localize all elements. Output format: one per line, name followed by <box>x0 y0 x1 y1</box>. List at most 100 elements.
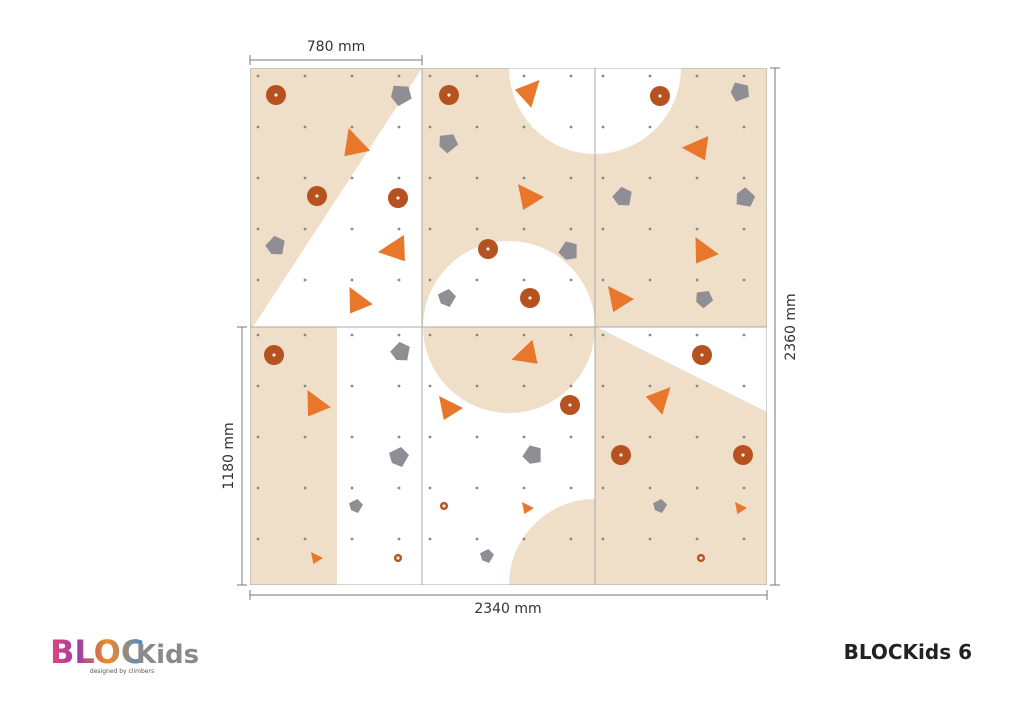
hold-bolt <box>658 94 662 98</box>
peg <box>648 74 652 78</box>
peg <box>428 74 432 78</box>
peg <box>648 333 652 337</box>
peg <box>695 384 699 388</box>
hold-bolt <box>442 504 446 508</box>
peg <box>350 435 354 439</box>
logo-tagline: designed by climbers <box>90 668 154 675</box>
hold-bolt <box>486 247 490 251</box>
peg <box>397 176 401 180</box>
peg <box>397 125 401 129</box>
peg <box>695 227 699 231</box>
peg <box>256 537 260 541</box>
hold-bolt <box>699 556 703 560</box>
hold-gray <box>480 549 494 563</box>
peg <box>428 125 432 129</box>
hold-triangle <box>344 128 371 157</box>
peg <box>695 74 699 78</box>
peg <box>256 74 260 78</box>
peg <box>475 74 479 78</box>
peg <box>569 333 573 337</box>
hold-triangle <box>522 502 534 514</box>
peg <box>569 537 573 541</box>
holds <box>256 74 756 564</box>
peg <box>569 486 573 490</box>
white-area <box>597 327 767 412</box>
peg <box>350 486 354 490</box>
beige-area <box>423 327 595 413</box>
peg <box>648 278 652 282</box>
peg <box>522 333 526 337</box>
peg <box>569 384 573 388</box>
peg <box>303 227 307 231</box>
peg <box>522 384 526 388</box>
peg <box>303 125 307 129</box>
peg <box>475 384 479 388</box>
peg <box>397 333 401 337</box>
peg <box>350 176 354 180</box>
peg <box>601 384 605 388</box>
hold-gray <box>730 82 749 102</box>
peg <box>256 278 260 282</box>
peg <box>522 125 526 129</box>
peg <box>522 278 526 282</box>
hold-bolt <box>315 194 319 198</box>
peg <box>648 176 652 180</box>
white-area <box>253 68 422 327</box>
peg <box>601 435 605 439</box>
peg <box>428 486 432 490</box>
peg <box>428 384 432 388</box>
panel-borders <box>250 68 767 585</box>
peg <box>742 486 746 490</box>
peg <box>648 125 652 129</box>
peg <box>350 333 354 337</box>
peg <box>601 486 605 490</box>
peg <box>303 384 307 388</box>
peg <box>742 384 746 388</box>
peg <box>428 176 432 180</box>
peg <box>475 278 479 282</box>
hold-triangle <box>608 286 634 312</box>
peg <box>397 227 401 231</box>
peg <box>742 74 746 78</box>
hold-bolt <box>568 403 572 407</box>
peg <box>648 384 652 388</box>
peg <box>569 435 573 439</box>
logo-brand: BLOC <box>50 633 144 671</box>
peg <box>350 227 354 231</box>
peg <box>256 435 260 439</box>
logo: BLOC Kids designed by climbers <box>50 633 199 675</box>
hold-gray <box>522 445 541 464</box>
hold-triangle <box>511 339 538 364</box>
dim-label: 2360 mm <box>783 293 799 360</box>
hold-bolt <box>528 296 532 300</box>
peg <box>695 486 699 490</box>
peg <box>601 227 605 231</box>
peg <box>350 537 354 541</box>
peg <box>397 74 401 78</box>
peg <box>428 333 432 337</box>
dim-label: 2340 mm <box>474 601 541 617</box>
peg <box>742 176 746 180</box>
hold-gray <box>438 289 456 307</box>
hold-bolt <box>396 196 400 200</box>
peg <box>695 333 699 337</box>
hold-triangle <box>681 136 709 161</box>
peg <box>350 74 354 78</box>
hold-bolt <box>447 93 451 97</box>
peg <box>475 333 479 337</box>
peg <box>601 333 605 337</box>
peg <box>303 486 307 490</box>
peg <box>303 74 307 78</box>
peg <box>256 125 260 129</box>
peg <box>350 384 354 388</box>
peg <box>256 384 260 388</box>
peg <box>522 227 526 231</box>
peg <box>475 125 479 129</box>
peg <box>601 74 605 78</box>
hold-bolt <box>700 353 704 357</box>
peg <box>397 537 401 541</box>
hold-gray <box>612 186 632 206</box>
hold-gray <box>265 235 285 255</box>
hold-gray <box>389 447 409 467</box>
hold-triangle <box>307 389 331 417</box>
